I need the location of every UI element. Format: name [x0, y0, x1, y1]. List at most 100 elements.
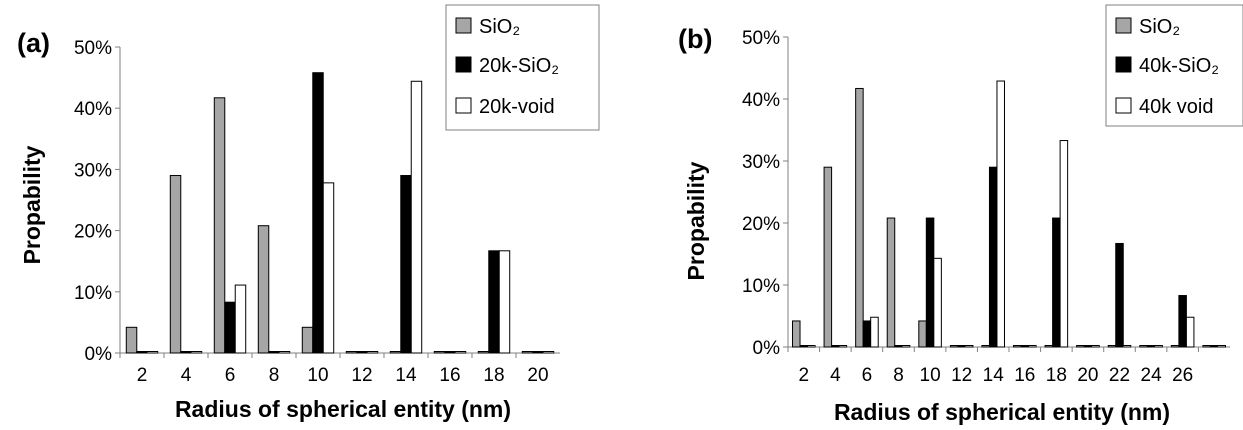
legend-swatch — [455, 97, 472, 114]
bar — [799, 345, 809, 348]
x-tick-label: 18 — [1046, 365, 1067, 386]
bar — [1076, 345, 1085, 348]
bar — [1209, 345, 1219, 348]
bar — [1107, 345, 1117, 348]
x-tick-label: 26 — [1172, 365, 1193, 386]
bar — [356, 351, 368, 354]
y-tick-label: 20% — [74, 222, 112, 243]
bar — [862, 320, 872, 348]
bar — [1185, 316, 1195, 348]
bar — [1044, 345, 1054, 348]
bar — [224, 301, 236, 354]
bar — [996, 80, 1005, 348]
bar — [146, 351, 159, 354]
bar — [988, 166, 998, 348]
bar — [169, 175, 182, 354]
bar — [180, 351, 192, 354]
bar — [125, 326, 138, 354]
chart-panel-a: (a) 0% 10% 20% 30% 40% 50% 2 4 6 8 10 12 14 16 18 20 Radi… — [17, 4, 600, 422]
legend-swatch — [455, 17, 472, 34]
bar — [477, 351, 490, 354]
bar — [433, 351, 446, 354]
bar — [278, 351, 291, 354]
bar — [488, 250, 500, 354]
legend-swatch — [1115, 17, 1132, 34]
legend-swatch — [455, 56, 472, 73]
x-tick-label: 8 — [893, 365, 904, 386]
bar — [521, 351, 534, 354]
bar — [964, 345, 974, 348]
legend-label: 40k void — [1139, 96, 1214, 118]
x-tick-label: 4 — [181, 365, 192, 386]
bar — [234, 284, 247, 354]
bar — [1139, 345, 1148, 348]
bar — [1020, 345, 1030, 348]
y-axis-title: Propability — [683, 161, 709, 280]
bar — [1217, 345, 1226, 348]
bar — [190, 351, 203, 354]
bar — [1028, 345, 1037, 348]
x-tick-label: 2 — [137, 365, 148, 386]
bar — [312, 72, 324, 354]
series-0 — [792, 87, 1211, 348]
legend-swatch — [1115, 97, 1132, 114]
bar — [301, 326, 314, 354]
x-tick-label: 4 — [830, 365, 841, 386]
bar — [1178, 295, 1187, 348]
series-0 — [125, 97, 534, 354]
bar — [1154, 345, 1163, 348]
y-tick-label: 0% — [753, 338, 781, 359]
y-tick-label: 10% — [742, 276, 780, 297]
panel-label: (b) — [678, 24, 712, 54]
x-tick-label: 10 — [307, 365, 328, 386]
x-tick-label: 2 — [798, 365, 809, 386]
x-tick-label: 12 — [951, 365, 972, 386]
legend: SiO₂ 40k-SiO₂ 40k void — [1105, 4, 1243, 127]
bar — [498, 250, 511, 354]
bar — [410, 80, 423, 354]
y-tick-label: 50% — [742, 28, 780, 49]
bar — [532, 351, 544, 354]
x-tick-label: 16 — [1014, 365, 1035, 386]
legend: SiO₂ 20k-SiO₂ 20k-void — [445, 4, 600, 131]
legend-label: SiO₂ — [479, 16, 520, 38]
bar — [213, 97, 226, 354]
bar — [1115, 242, 1124, 348]
bar — [1122, 345, 1132, 348]
bar — [918, 320, 927, 348]
bar — [444, 351, 456, 354]
bar — [454, 351, 467, 354]
x-tick-label: 6 — [225, 365, 236, 386]
series-2 — [807, 80, 1226, 348]
y-tick-label: 20% — [742, 214, 780, 235]
bar — [792, 320, 801, 348]
bar — [886, 217, 896, 348]
legend-label: SiO₂ — [1139, 16, 1180, 38]
x-tick-label: 12 — [351, 365, 372, 386]
bar — [949, 345, 959, 348]
x-tick-label: 20 — [1077, 365, 1098, 386]
bar — [831, 345, 840, 348]
x-tick-label: 16 — [439, 365, 460, 386]
bar — [345, 351, 358, 354]
x-tick-label: 14 — [983, 365, 1005, 386]
bar — [933, 257, 942, 348]
bar — [981, 345, 990, 348]
x-tick-label: 8 — [269, 365, 280, 386]
legend-swatch — [1115, 56, 1132, 73]
chart-panel-b: (b)0%10%20%30%40%50%2 4 6 8 10 12 14 16 18 20 22 24… — [678, 4, 1243, 425]
bar — [542, 351, 555, 354]
y-tick-label: 40% — [742, 90, 780, 111]
y-tick-label: 40% — [74, 99, 112, 120]
bar — [838, 345, 848, 348]
bar — [389, 351, 402, 354]
bar — [1202, 345, 1211, 348]
bar — [1052, 217, 1061, 348]
x-tick-label: 6 — [862, 365, 873, 386]
bar — [807, 345, 816, 348]
bar — [366, 351, 379, 354]
bar — [925, 217, 935, 348]
bar — [957, 345, 966, 348]
bar — [823, 166, 833, 348]
bar — [268, 351, 280, 354]
